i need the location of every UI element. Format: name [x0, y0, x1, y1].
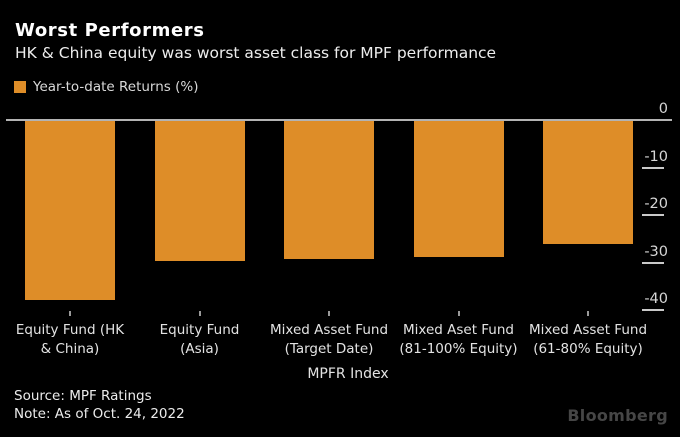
y-tick-label: -10 [644, 148, 668, 165]
y-tick-label: -20 [644, 196, 668, 212]
category-label-1: Equity Fund (HK & China) [15, 322, 125, 357]
chart-subtitle: HK & China equity was worst asset class … [15, 44, 497, 62]
x-tick-mark [457, 311, 460, 316]
bar-2 [154, 121, 245, 261]
bar-3 [284, 121, 374, 260]
bar-1 [25, 121, 115, 301]
zero-axis-line [6, 119, 672, 121]
y-tick-mark [642, 309, 664, 311]
x-tick-mark [69, 311, 71, 316]
x-tick-mark [587, 311, 589, 316]
x-tick-mark [328, 311, 330, 316]
chart-title: Worst Performers [15, 20, 205, 41]
date-note: Note: As of Oct. 24, 2022 [14, 406, 185, 422]
x-tick-mark [198, 311, 201, 316]
category-label-2: Equity Fund (Asia) [159, 322, 240, 357]
category-label-3: Mixed Asset Fund (Target Date) [269, 322, 389, 357]
bar-5 [543, 121, 633, 244]
legend-label: Year-to-date Returns (%) [33, 79, 199, 95]
y-tick-label: -40 [644, 291, 668, 307]
y-tick-label: -30 [644, 243, 668, 260]
y-tick-label: 0 [658, 101, 668, 117]
bar-4 [413, 121, 504, 257]
y-tick-mark [642, 166, 664, 169]
y-tick-mark [642, 214, 664, 216]
category-label-4: Mixed Aset Fund (81-100% Equity) [399, 322, 518, 357]
bloomberg-logo: Bloomberg [567, 406, 668, 425]
source-note: Source: MPF Ratings [14, 388, 152, 404]
category-label-5: Mixed Asset Fund (61-80% Equity) [528, 322, 648, 357]
y-tick-mark [642, 261, 664, 264]
legend-swatch-icon [14, 81, 26, 93]
x-axis-title: MPFR Index [307, 366, 389, 382]
legend: Year-to-date Returns (%) [14, 79, 198, 95]
